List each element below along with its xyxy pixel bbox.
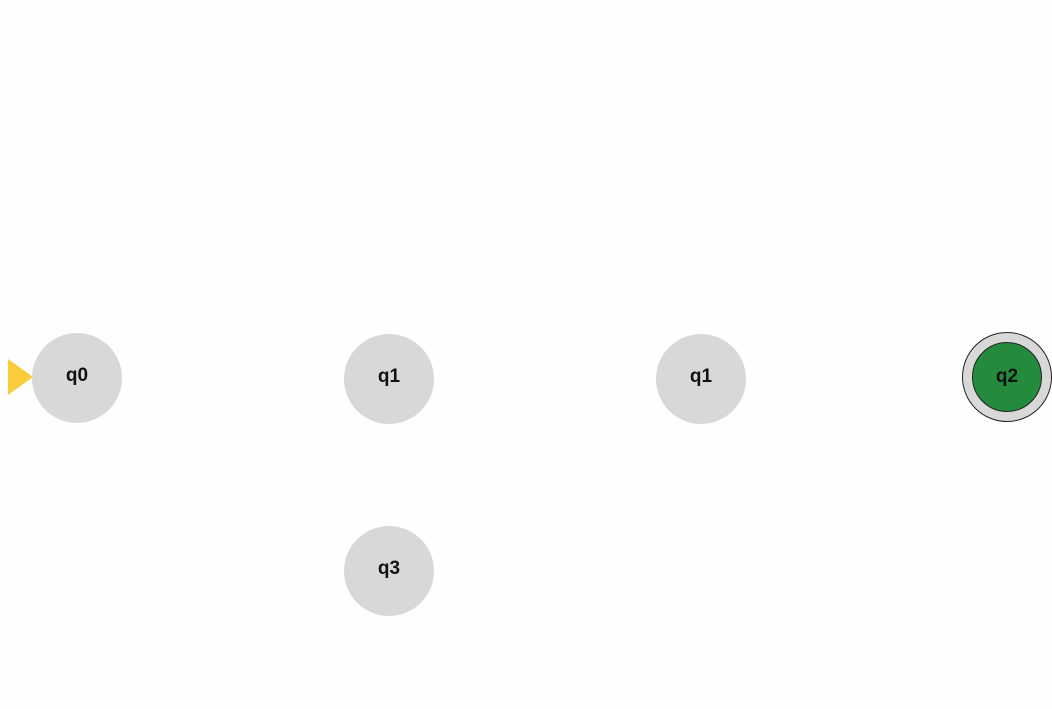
state-q3[interactable]: q3 (344, 526, 434, 616)
state-q1-second[interactable]: q1 (656, 334, 746, 424)
state-label: q0 (65, 365, 89, 386)
state-q2-accepting[interactable]: q2 (962, 332, 1052, 422)
state-q1-first[interactable]: q1 (344, 334, 434, 424)
state-label: q1 (377, 366, 401, 387)
state-label: q3 (377, 558, 401, 579)
state-label: q2 (995, 366, 1019, 387)
active-state-highlight: q2 (972, 342, 1042, 412)
state-q0[interactable]: q0 (32, 333, 122, 423)
start-arrow-icon (8, 359, 33, 395)
state-label: q1 (689, 366, 713, 387)
